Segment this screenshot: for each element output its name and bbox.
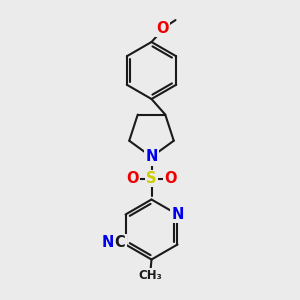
Text: CH₃: CH₃	[138, 268, 162, 282]
Text: N: N	[145, 149, 158, 164]
Text: N: N	[171, 207, 184, 222]
Text: C: C	[115, 235, 125, 250]
Text: O: O	[127, 171, 139, 186]
Text: O: O	[164, 171, 176, 186]
Text: S: S	[146, 171, 157, 186]
Text: O: O	[157, 21, 169, 36]
Text: N: N	[102, 235, 114, 250]
